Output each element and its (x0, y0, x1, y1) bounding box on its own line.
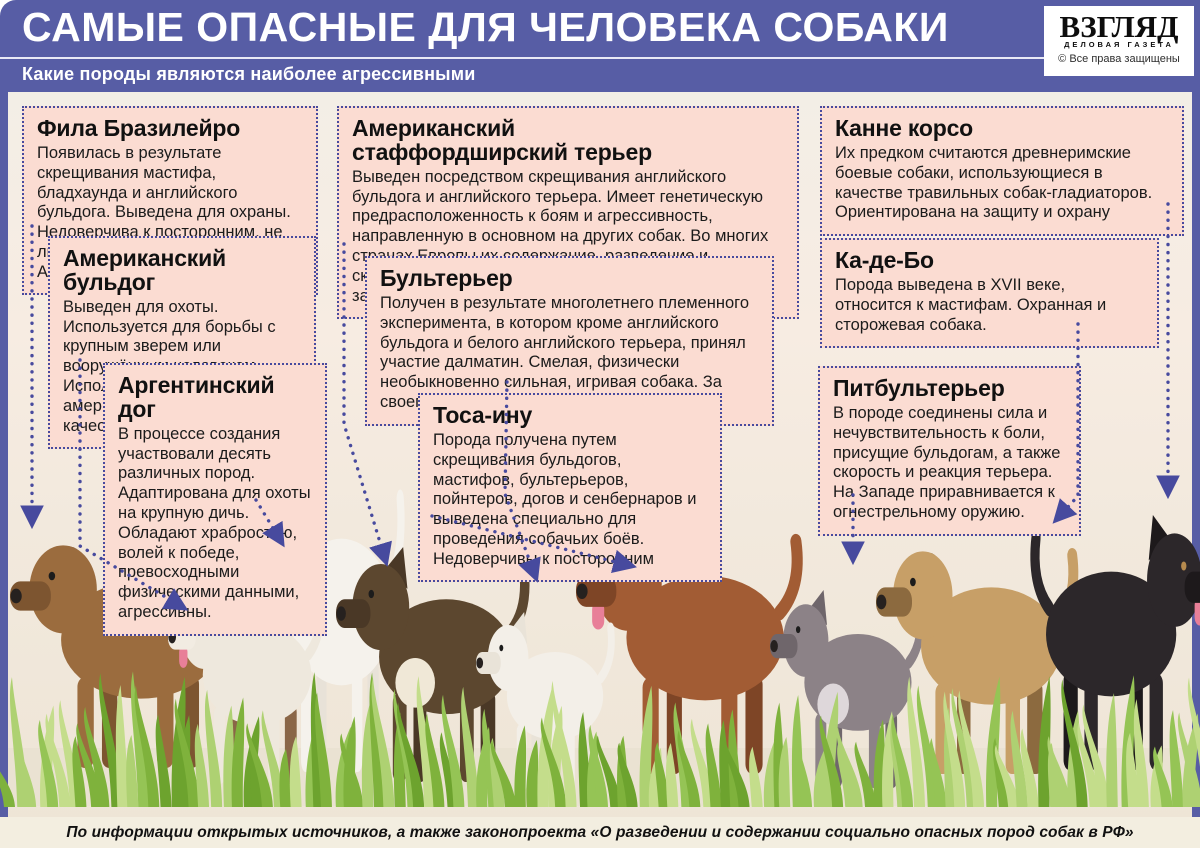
breed-title-tosa-inu: Тоса-ину (433, 402, 533, 428)
logo-tagline: ДЕЛОВАЯ ГАЗЕТА (1064, 40, 1174, 49)
breed-box-cane-corso: Канне корсо Их предком считаются древнери… (820, 106, 1184, 237)
source-note: По информации открытых источников, а так… (66, 823, 1134, 841)
breed-title-amstaff-terrier: Американский стаффордширский терьер (352, 115, 652, 165)
breed-box-tosa-inu: Тоса-ину Порода получена путем скрещивани… (418, 393, 722, 583)
breed-title-fila-brasileiro: Фила Бразилейро (37, 115, 241, 141)
copyright-note: © Все права защищены (1058, 53, 1180, 65)
breed-box-pit-bull-terrier: Питбультерьер В породе соединены сила и н… (818, 366, 1081, 536)
footer-band: По информации открытых источников, а так… (0, 817, 1200, 848)
breed-title-bull-terrier: Бультерьер (380, 265, 513, 291)
breed-description-pit-bull-terrier: В породе соединены сила и нечувствительн… (833, 403, 1061, 521)
logo-wordmark: ВЗГЛЯД (1059, 9, 1179, 44)
breed-description-ca-de-bo: Порода выведена в XVII веке, относится к… (835, 275, 1107, 334)
breed-description-cane-corso: Их предком считаются древнеримские боевы… (835, 143, 1153, 222)
vzglyad-logo: ВЗГЛЯД ДЕЛОВАЯ ГАЗЕТА © Все права защище… (1044, 6, 1194, 76)
title-divider (0, 57, 1048, 59)
page-subtitle: Какие породы являются наиболее агрессивн… (22, 64, 476, 84)
breed-box-ca-de-bo: Ка-де-Бо Порода выведена в XVII веке, отн… (820, 238, 1159, 349)
breed-title-pit-bull-terrier: Питбультерьер (833, 375, 1005, 401)
breed-description-tosa-inu: Порода получена путем скрещивания бульдо… (433, 430, 697, 568)
breed-description-dogo-argentino: В процессе создания участвовали десять р… (118, 424, 311, 621)
breed-title-american-bulldog: Американский бульдог (63, 245, 226, 295)
breed-title-ca-de-bo: Ка-де-Бо (835, 247, 934, 273)
breed-box-dogo-argentino: Аргентинский дог В процессе создания учас… (103, 363, 327, 636)
breed-title-dogo-argentino: Аргентинский дог (118, 372, 275, 422)
header-band: САМЫЕ ОПАСНЫЕ ДЛЯ ЧЕЛОВЕКА СОБАКИ Какие … (0, 0, 1200, 92)
breed-title-cane-corso: Канне корсо (835, 115, 974, 141)
page-title: САМЫЕ ОПАСНЫЕ ДЛЯ ЧЕЛОВЕКА СОБАКИ (22, 4, 949, 50)
